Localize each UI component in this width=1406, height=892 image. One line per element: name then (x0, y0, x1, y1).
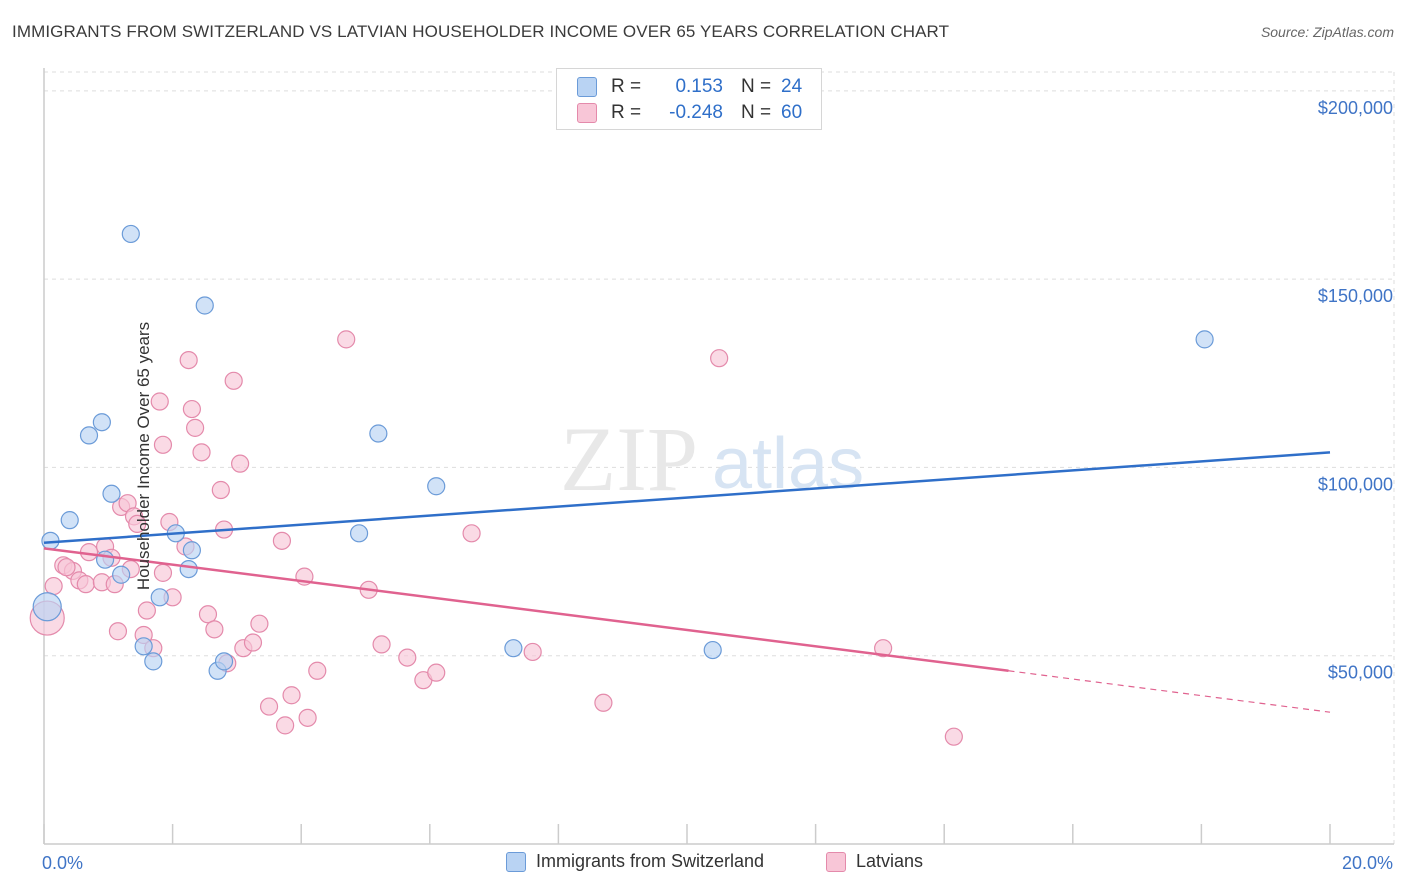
latvians-point (272, 531, 292, 550)
switzerland-point (179, 559, 198, 579)
switzerland-point (1195, 330, 1214, 349)
stats-row-latvians: R = -0.248 N = 60 (577, 100, 802, 126)
latvians-point (186, 418, 205, 437)
latvians-point (282, 686, 301, 705)
stats-row-switzerland: R = 0.153 N = 24 (577, 74, 802, 100)
chart-title: IMMIGRANTS FROM SWITZERLAND VS LATVIAN H… (12, 22, 950, 41)
latvians-point (710, 349, 729, 368)
switzerland-point (369, 424, 388, 443)
latvians-point (44, 576, 63, 596)
y-tick-label: $50,000 (1328, 663, 1393, 683)
stats-legend: R = 0.153 N = 24 R = -0.248 N = 60 (556, 68, 822, 130)
switzerland-points (32, 224, 1214, 680)
switzerland-point (427, 477, 446, 496)
bottom-legend: Immigrants from Switzerland Latvians (0, 851, 1406, 877)
y-tick-label: $200,000 (1318, 98, 1393, 118)
latvians-point (153, 563, 173, 582)
latvians-point (205, 620, 224, 639)
legend-label: Latvians (856, 851, 924, 871)
switzerland-point (214, 652, 234, 671)
switzerland-trend-line (43, 451, 1331, 544)
r-label: R = (611, 76, 642, 97)
switzerland-point (195, 296, 214, 315)
latvians-point (57, 558, 76, 577)
r-value: -0.248 (669, 102, 723, 123)
n-value: 60 (781, 102, 803, 123)
axis-layer (43, 68, 1394, 845)
switzerland-point (60, 511, 79, 530)
trend-lines (43, 451, 1331, 713)
switzerland-point (144, 652, 163, 671)
watermark-atlas: atlas (712, 424, 864, 504)
latvians-point (337, 330, 356, 349)
switzerland-point (112, 565, 131, 584)
tick-labels: $50,000 $100,000 $150,000 $200,000 0.0% 20.0% (42, 98, 1393, 873)
latvians-point (192, 443, 211, 462)
latvians-point (224, 371, 243, 390)
y-tick-label: $100,000 (1318, 474, 1393, 494)
legend-label: Immigrants from Switzerland (536, 851, 765, 871)
n-label: N = (741, 102, 772, 123)
n-label: N = (741, 76, 772, 97)
latvians-point (398, 648, 417, 667)
latvians-point (182, 399, 201, 419)
latvians-point (153, 435, 173, 454)
latvians-point (523, 642, 542, 662)
y-axis-label: Householder Income Over 65 years (134, 321, 154, 591)
latvians-point (128, 514, 147, 534)
latvians-point (427, 663, 446, 682)
x-tick-label-max: 20.0% (1342, 853, 1393, 873)
source-label: Source: ZipAtlas.com (1260, 24, 1394, 40)
latvians-points (29, 330, 963, 746)
latvians-point (150, 392, 169, 411)
pink-swatch (577, 103, 597, 123)
latvians-point (462, 524, 481, 543)
latvians-trend-line (43, 547, 1009, 673)
switzerland-point (95, 550, 115, 569)
legend-item-latvians[interactable]: Latvians (826, 851, 923, 872)
switzerland-point (32, 592, 62, 622)
latvians-point (231, 454, 250, 473)
latvians-point (372, 635, 391, 654)
latvians-point (76, 575, 95, 594)
switzerland-point (349, 524, 369, 543)
switzerland-point (92, 413, 111, 432)
latvians-point (308, 661, 327, 680)
latvians-point (198, 605, 218, 624)
latvians-point (211, 480, 230, 500)
latvians-point (594, 693, 613, 712)
latvians-point (179, 350, 198, 370)
blue-swatch (577, 77, 597, 97)
latvians-trend-extension (1008, 670, 1331, 713)
switzerland-point (121, 224, 140, 244)
latvians-point (874, 639, 893, 658)
y-tick-label: $150,000 (1318, 286, 1393, 306)
switzerland-point (79, 426, 99, 445)
latvians-point (298, 708, 317, 727)
legend-item-switzerland[interactable]: Immigrants from Switzerland (506, 851, 764, 872)
switzerland-point (182, 541, 201, 560)
latvians-point (276, 716, 295, 735)
x-tick-label-min: 0.0% (42, 853, 83, 873)
latvians-point (944, 727, 963, 746)
watermark-zip: ZIP (560, 408, 698, 510)
switzerland-point (504, 639, 523, 658)
latvians-point (243, 633, 263, 652)
pink-swatch (826, 851, 846, 872)
r-value: 0.153 (675, 76, 723, 97)
switzerland-point (150, 588, 169, 607)
r-label: R = (611, 102, 642, 123)
switzerland-point (102, 484, 121, 503)
n-value: 24 (781, 76, 803, 97)
switzerland-point (703, 640, 722, 660)
latvians-point (250, 614, 269, 633)
latvians-point (108, 622, 128, 641)
latvians-point (259, 697, 279, 716)
latvians-point (137, 601, 156, 620)
blue-swatch (506, 851, 526, 872)
switzerland-point (134, 637, 153, 656)
